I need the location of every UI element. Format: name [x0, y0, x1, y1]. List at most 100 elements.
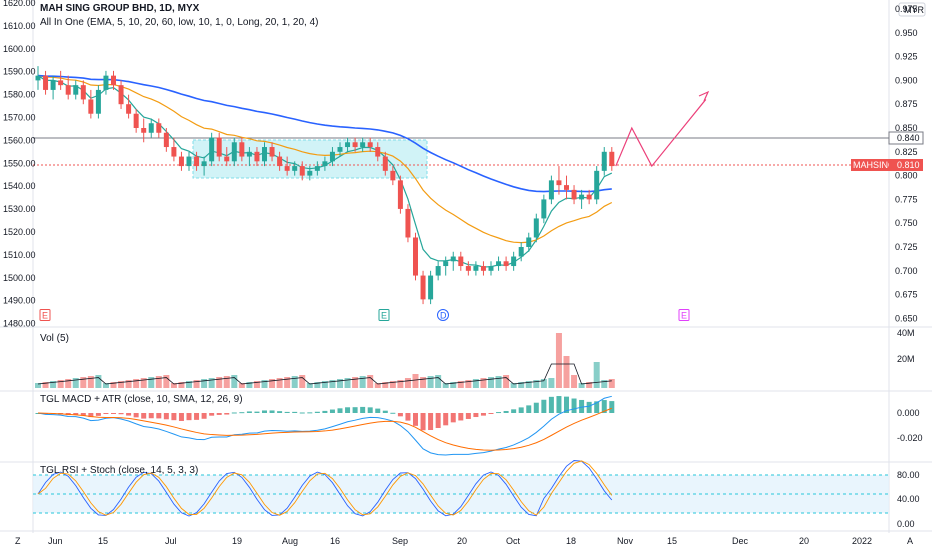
macd-histogram-bar[interactable]: [541, 399, 547, 413]
volume-bar[interactable]: [72, 378, 79, 388]
candle[interactable]: [382, 156, 388, 171]
macd-histogram-bar[interactable]: [435, 413, 441, 428]
candle[interactable]: [435, 266, 441, 276]
volume-bar[interactable]: [261, 380, 268, 388]
volume-bar[interactable]: [231, 375, 238, 388]
volume-bar[interactable]: [435, 375, 442, 388]
indicator-legend[interactable]: All In One (EMA, 5, 10, 20, 60, low, 10,…: [40, 17, 319, 28]
candle[interactable]: [390, 170, 396, 181]
candle[interactable]: [586, 194, 592, 200]
volume-bar[interactable]: [344, 378, 351, 388]
volume-bar[interactable]: [480, 378, 487, 388]
volume-bar[interactable]: [291, 376, 298, 388]
candle[interactable]: [443, 261, 449, 267]
macd-histogram-bar[interactable]: [239, 412, 245, 414]
volume-bar[interactable]: [186, 381, 192, 388]
candle[interactable]: [337, 147, 343, 152]
candle[interactable]: [609, 151, 615, 167]
macd-histogram-bar[interactable]: [194, 413, 200, 420]
macd-histogram-bar[interactable]: [465, 413, 471, 419]
volume-bar[interactable]: [163, 375, 170, 388]
macd-histogram-bar[interactable]: [473, 413, 479, 418]
macd-histogram-bar[interactable]: [126, 413, 132, 416]
volume-bar[interactable]: [102, 383, 109, 388]
candle[interactable]: [262, 147, 267, 162]
volume-bar[interactable]: [586, 382, 593, 388]
macd-histogram-bar[interactable]: [496, 412, 502, 414]
candle[interactable]: [352, 142, 358, 148]
volume-bar[interactable]: [170, 383, 177, 388]
candle[interactable]: [564, 185, 569, 190]
candle[interactable]: [216, 137, 222, 157]
candle[interactable]: [35, 75, 41, 81]
macd-histogram-bar[interactable]: [307, 412, 313, 414]
candle[interactable]: [186, 156, 192, 167]
currency-badge[interactable]: [898, 2, 926, 17]
event-marker[interactable]: E: [39, 309, 51, 321]
candle[interactable]: [163, 132, 169, 148]
volume-bar[interactable]: [608, 379, 615, 388]
volume-bar[interactable]: [563, 356, 570, 388]
macd-histogram-bar[interactable]: [322, 410, 328, 413]
candle[interactable]: [480, 266, 486, 271]
macd-legend[interactable]: TGL MACD + ATR (close, 10, SMA, 12, 26, …: [40, 394, 243, 405]
macd-histogram-bar[interactable]: [277, 411, 283, 413]
volume-bar[interactable]: [50, 381, 57, 388]
macd-histogram-bar[interactable]: [95, 413, 101, 416]
candle[interactable]: [246, 151, 252, 157]
candle[interactable]: [73, 85, 79, 95]
macd-histogram-bar[interactable]: [533, 402, 539, 413]
volume-bar[interactable]: [593, 362, 600, 388]
candle[interactable]: [420, 275, 426, 300]
volume-bar[interactable]: [555, 333, 562, 388]
macd-histogram-bar[interactable]: [111, 413, 116, 414]
candle[interactable]: [458, 256, 464, 267]
macd-histogram-bar[interactable]: [571, 398, 577, 413]
earnings-marker[interactable]: [378, 309, 390, 321]
macd-histogram-bar[interactable]: [601, 400, 607, 413]
volume-bar[interactable]: [276, 378, 283, 388]
candle[interactable]: [50, 80, 56, 90]
candle[interactable]: [556, 180, 562, 186]
volume-bar[interactable]: [110, 382, 117, 388]
macd-histogram-bar[interactable]: [231, 412, 237, 414]
candle[interactable]: [329, 151, 335, 162]
volume-bar[interactable]: [404, 378, 411, 388]
volume-bar[interactable]: [457, 381, 464, 388]
candle[interactable]: [594, 170, 600, 200]
macd-histogram-bar[interactable]: [413, 413, 418, 426]
volume-bar[interactable]: [571, 375, 578, 388]
candle[interactable]: [375, 147, 381, 157]
macd-histogram-bar[interactable]: [390, 412, 396, 414]
volume-legend[interactable]: Vol (5): [40, 333, 69, 344]
volume-bar[interactable]: [42, 382, 49, 388]
candle[interactable]: [156, 123, 162, 133]
volume-bar[interactable]: [495, 376, 502, 388]
candle[interactable]: [413, 237, 418, 276]
volume-bar[interactable]: [412, 374, 419, 388]
macd-histogram-bar[interactable]: [269, 410, 275, 413]
candle[interactable]: [111, 75, 116, 86]
macd-histogram-bar[interactable]: [428, 413, 434, 431]
macd-histogram-bar[interactable]: [526, 405, 532, 413]
macd-pane[interactable]: 0.000 -0.020: [35, 395, 923, 456]
macd-histogram-bar[interactable]: [458, 413, 464, 421]
candle[interactable]: [428, 275, 434, 300]
auto-scale-button[interactable]: A: [907, 536, 913, 546]
candle[interactable]: [345, 142, 351, 148]
volume-bar[interactable]: [299, 375, 306, 388]
candle[interactable]: [95, 89, 101, 114]
macd-histogram-bar[interactable]: [450, 413, 456, 423]
volume-bar[interactable]: [540, 379, 547, 388]
volume-bar[interactable]: [57, 380, 64, 388]
volume-bar[interactable]: [201, 379, 208, 388]
macd-histogram-bar[interactable]: [609, 401, 615, 413]
macd-histogram-bar[interactable]: [141, 413, 147, 419]
macd-histogram-bar[interactable]: [480, 413, 486, 416]
macd-histogram-bar[interactable]: [420, 413, 426, 431]
volume-bar[interactable]: [238, 383, 245, 388]
volume-bar[interactable]: [420, 377, 427, 388]
macd-histogram-bar[interactable]: [103, 413, 109, 414]
macd-histogram-bar[interactable]: [382, 410, 388, 413]
macd-histogram-bar[interactable]: [556, 396, 562, 413]
